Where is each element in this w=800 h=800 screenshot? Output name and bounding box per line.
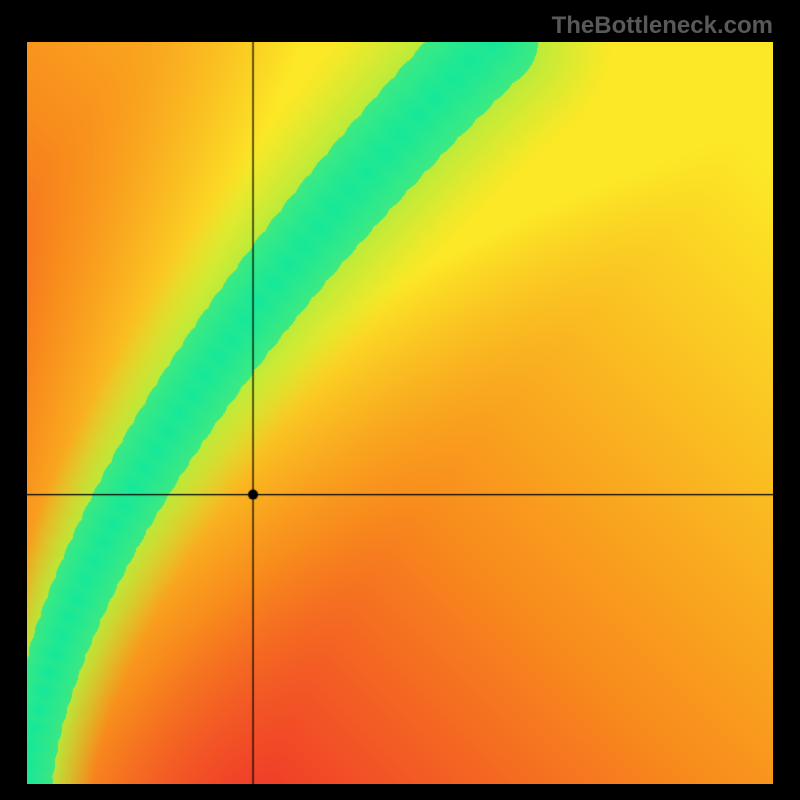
chart-container: TheBottleneck.com bbox=[0, 0, 800, 800]
bottleneck-heatmap bbox=[27, 42, 773, 784]
watermark-text: TheBottleneck.com bbox=[552, 12, 773, 40]
